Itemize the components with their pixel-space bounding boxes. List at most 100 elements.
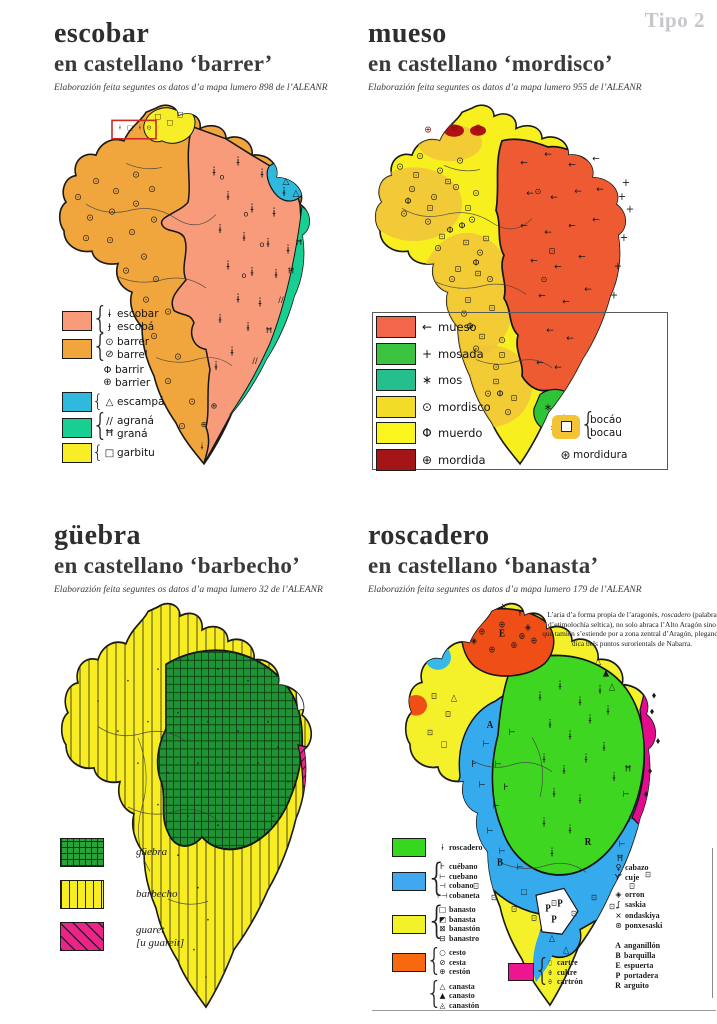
legend-group: □banasto ◩banasta ⊠banastón ⊟banastro	[392, 905, 522, 943]
detail-box	[111, 119, 157, 140]
roscadero-map-area: ⊕ ⊕ ⊕ ⊕ ⊕ ⊕ ◈ ◈ ɨ ɨ ɨ ɨ ɨ ɨ ɨ ɨ ɨ ɨ ɨ ɨ ɨ ɨ ɨ ɨ ɨ ɨ ⊢ ⊢ ⊢ ⊢ ⊢ ⊢ ⊢ ⊢ ⊢ ⊢ ⊢ Ͱ Ͱ Ħ…	[372, 600, 717, 1016]
legend-label: barrel	[117, 348, 148, 361]
map-symbol: •	[205, 975, 208, 981]
map-symbol: ⊙	[492, 363, 500, 373]
map-symbol: ∗	[544, 403, 552, 414]
legend-symbol: ⊘	[105, 349, 114, 361]
map-symbol: ɨ	[569, 729, 572, 743]
legend-row: ∗ mos	[376, 369, 546, 391]
legend-group: ⊙barrer ⊘barrel	[62, 336, 222, 361]
map-symbol: ⊙	[541, 274, 548, 284]
legend-label: roscadero	[449, 843, 483, 852]
map-symbol: ⊙	[436, 166, 444, 176]
legend-row: guaret [u guareit]	[60, 922, 230, 951]
map-symbol: ⊡	[551, 898, 557, 908]
map-symbol: ɨ	[230, 345, 233, 358]
brace-glyph	[534, 971, 544, 974]
legend-label: cobaneta	[449, 890, 480, 900]
elaboration-caption: Elaborazión feita seguntes os datos d’a …	[368, 82, 642, 93]
brace-glyph	[580, 425, 590, 428]
letter-key: E	[615, 960, 621, 970]
legend-label: orron	[625, 889, 645, 899]
map-symbol: ♦	[651, 691, 657, 701]
map-symbol: ⊕	[201, 419, 208, 429]
legend-symbol: ɨ	[441, 843, 444, 852]
map-symbol: ←	[520, 222, 528, 232]
map-symbol: ɨ	[226, 260, 229, 273]
brace-glyph	[426, 878, 436, 884]
map-symbol: Ħ	[295, 237, 302, 247]
map-symbol: ←	[538, 291, 546, 301]
map-symbol: Ͱ	[471, 760, 476, 771]
map-symbol: ⊡	[427, 728, 433, 738]
legend-label: bocau	[590, 426, 622, 439]
map-symbol: ♦	[647, 767, 653, 777]
map-symbol: ⊡	[493, 376, 500, 386]
map-symbol: ←	[554, 263, 562, 273]
map-symbol: ⊙	[452, 183, 460, 193]
map-symbol: ⊙	[92, 177, 100, 187]
bocao-swatch	[552, 414, 580, 439]
map-symbol: •	[277, 745, 280, 751]
legend-symbol: +	[421, 346, 433, 361]
map-symbol: □	[177, 109, 184, 118]
legend-swatch	[62, 443, 92, 463]
map-symbol: ⊙	[430, 193, 438, 203]
map-symbol: •	[167, 771, 170, 777]
legend-label: cartrón	[557, 977, 583, 987]
map-symbol: ɨ	[589, 713, 592, 727]
map-symbol: ←	[592, 216, 600, 226]
page-subtitle: en castellano ‘barrer’	[54, 50, 273, 76]
map-symbol: ɨ	[282, 186, 285, 199]
map-symbol: ←	[544, 228, 552, 238]
map-symbol: ⊕	[211, 401, 218, 411]
map-symbol: •	[257, 761, 260, 767]
legend-symbol: Ħ	[104, 428, 115, 440]
legend-label: barrir	[115, 364, 144, 377]
mueso-legend: ← mueso + mosada ∗ mos ⊙ mordisco Φ	[376, 316, 546, 475]
map-symbol: ɨ	[236, 155, 239, 168]
legend-label: cuje	[625, 873, 640, 883]
legend-label: mordida	[438, 452, 486, 467]
legend-label: mueso	[438, 320, 477, 334]
map-symbol: ɨ	[539, 690, 542, 704]
map-symbol: ɨ	[553, 786, 556, 800]
legend-label: banastro	[449, 933, 480, 943]
map-symbol: ⊡	[483, 233, 490, 243]
region-white-pentagon	[535, 887, 579, 935]
border-squiggle	[85, 163, 233, 367]
map-symbol: ←	[578, 252, 586, 262]
legend-symbol: ←	[421, 320, 433, 334]
map-symbol: o	[220, 172, 225, 182]
map-symbol: ⊙	[456, 156, 464, 166]
map-symbol: ⊙	[128, 228, 136, 238]
map-symbol: ɨ	[119, 125, 121, 132]
map-symbol: ⊡	[445, 709, 451, 719]
legend-label: banasto	[449, 905, 476, 915]
map-symbol: •	[187, 814, 190, 820]
legend-group: △ escampá	[62, 392, 222, 412]
map-symbol: ⊢	[517, 863, 524, 874]
map-symbol: ⊡	[511, 904, 517, 914]
legend-symbol: ∗	[421, 373, 433, 387]
map-symbol: •	[157, 667, 160, 673]
roscadero-note: L’aria d’a forma propia de l’aragonés, r…	[542, 610, 717, 648]
guebra-map: • • • • • • • • • • • • • • • • • • • • • • • • • • • •	[60, 602, 313, 1009]
map-symbol: •	[227, 771, 230, 777]
map-symbol: □	[127, 125, 133, 132]
legend-label: escobá	[117, 320, 155, 333]
letter-key: R	[615, 980, 621, 990]
legend-symbol: Φ	[422, 426, 432, 440]
map-symbol: ⊕	[479, 627, 486, 638]
mueso-map: ⊙⊙⊙⊙⊙⊙⊙⊙⊙⊙ ⊙⊙ ⊙⊙ ⊙⊙⊙⊙⊙⊙⊙⊡⊡⊡⊡⊡⊡ ⊡⊡ ⊡⊡⊡⊡⊡⊡⊡ΦΦΦΦ…	[374, 104, 634, 466]
map-symbol: ⊕	[499, 620, 506, 631]
page-type-label: Tipo 2	[644, 8, 705, 32]
map-symbol: Φ	[458, 222, 465, 232]
map-symbol: ⊙	[484, 389, 492, 399]
map-symbol: Ħ	[287, 266, 294, 276]
legend-label: ponxesaski	[625, 921, 663, 931]
map-symbol: o	[260, 239, 265, 249]
